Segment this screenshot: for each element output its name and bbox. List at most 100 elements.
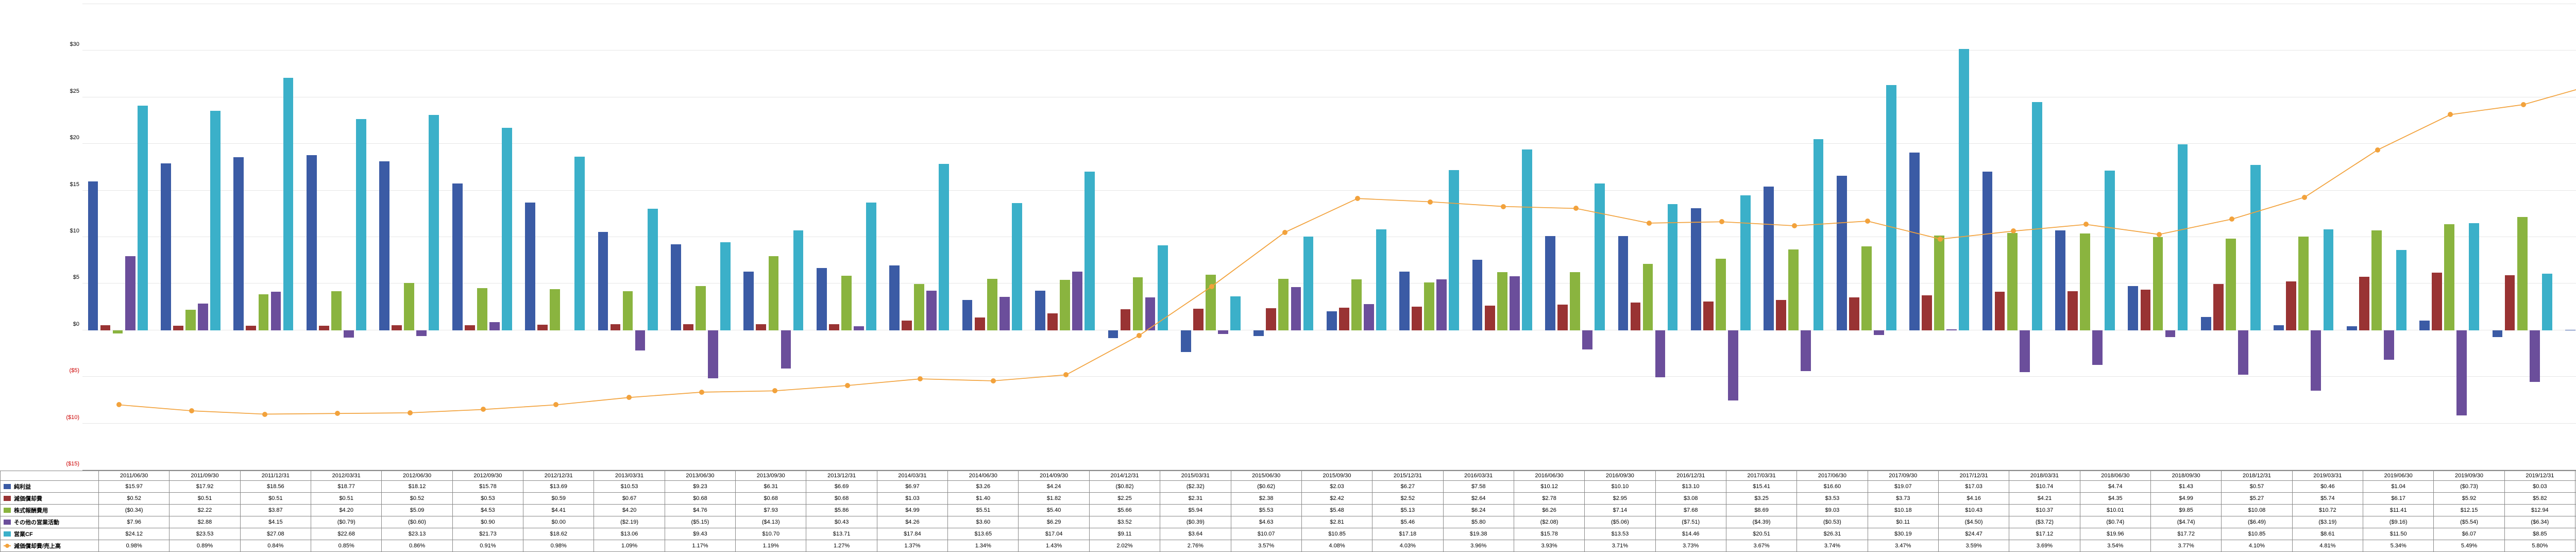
period-header: 2016/06/30 [1514, 471, 1584, 481]
data-cell: $5.48 [1301, 505, 1372, 516]
data-cell: 3.57% [1231, 540, 1301, 552]
data-cell: ($7.51) [1655, 516, 1726, 528]
data-cell: $2.31 [1160, 493, 1231, 505]
period-header: 2011/06/30 [99, 471, 170, 481]
data-cell: ($2.19) [594, 516, 665, 528]
data-cell: $0.11 [1868, 516, 1938, 528]
data-cell: ($2.32) [1160, 481, 1231, 493]
data-cell: $10.43 [1938, 505, 2009, 516]
data-cell: ($0.53) [1797, 516, 1868, 528]
period-header: 2017/12/31 [1938, 471, 2009, 481]
data-cell: $17.12 [2009, 528, 2080, 540]
period-header: 2013/09/30 [736, 471, 806, 481]
data-cell: 0.98% [523, 540, 594, 552]
data-cell: $6.27 [1372, 481, 1443, 493]
period-header: 2019/09/30 [2434, 471, 2504, 481]
data-cell: $3.08 [1655, 493, 1726, 505]
period-header: 2018/12/31 [2222, 471, 2292, 481]
legend-swatch [4, 484, 11, 489]
data-cell: $5.82 [2504, 493, 2575, 505]
data-cell: $26.31 [1797, 528, 1868, 540]
data-cell: $5.53 [1231, 505, 1301, 516]
data-cell: $2.42 [1301, 493, 1372, 505]
data-cell: $1.03 [877, 493, 947, 505]
chart-plot-area: (単位：百万USD) ($15)($10)($5)$0$5$10$15$20$2… [82, 4, 2576, 471]
period-header: 2018/09/30 [2150, 471, 2221, 481]
data-cell: $0.52 [382, 493, 452, 505]
data-cell: 5.34% [2363, 540, 2434, 552]
period-header: 2011/12/31 [240, 471, 311, 481]
data-cell: $4.63 [1231, 516, 1301, 528]
data-cell: 3.96% [1443, 540, 1514, 552]
data-cell: $1.82 [1019, 493, 1089, 505]
data-cell: $18.62 [523, 528, 594, 540]
data-cell: $0.52 [99, 493, 170, 505]
data-cell: $2.25 [1089, 493, 1160, 505]
data-cell: 3.77% [2150, 540, 2221, 552]
data-cell: $10.70 [736, 528, 806, 540]
data-cell: 3.54% [2080, 540, 2150, 552]
data-cell: 3.74% [1797, 540, 1868, 552]
data-cell: $8.61 [2292, 528, 2363, 540]
data-cell: ($4.50) [1938, 516, 2009, 528]
data-cell: $8.85 [2504, 528, 2575, 540]
data-cell: 2.02% [1089, 540, 1160, 552]
data-cell: $3.60 [948, 516, 1019, 528]
period-header: 2016/03/31 [1443, 471, 1514, 481]
data-cell: $9.23 [665, 481, 735, 493]
y-left-tick: ($10) [62, 414, 79, 421]
data-cell: 1.34% [948, 540, 1019, 552]
data-cell: $1.40 [948, 493, 1019, 505]
data-cell: $15.78 [1514, 528, 1584, 540]
data-cell: $9.03 [1797, 505, 1868, 516]
data-cell: $3.73 [1868, 493, 1938, 505]
row-label: その他の営業活動 [14, 520, 59, 526]
data-table: 2011/06/302011/09/302011/12/312012/03/31… [0, 471, 2576, 552]
legend-swatch [4, 496, 11, 501]
data-cell: $6.26 [1514, 505, 1584, 516]
financial-chart-with-table: (単位：百万USD) ($15)($10)($5)$0$5$10$15$20$2… [0, 0, 2576, 552]
period-header: 2013/06/30 [665, 471, 735, 481]
data-cell: $10.18 [1868, 505, 1938, 516]
data-cell: $0.68 [736, 493, 806, 505]
data-cell: $14.46 [1655, 528, 1726, 540]
data-cell: $2.95 [1585, 493, 1655, 505]
data-cell: $13.10 [1655, 481, 1726, 493]
data-cell: ($4.13) [736, 516, 806, 528]
data-cell: $10.85 [2222, 528, 2292, 540]
period-header: 2017/06/30 [1797, 471, 1868, 481]
data-cell: $11.41 [2363, 505, 2434, 516]
period-header: 2013/03/31 [594, 471, 665, 481]
data-cell: $13.69 [523, 481, 594, 493]
data-cell: $10.10 [1585, 481, 1655, 493]
data-cell: 1.43% [1019, 540, 1089, 552]
data-cell: $18.12 [382, 481, 452, 493]
period-header: 2016/09/30 [1585, 471, 1655, 481]
data-cell: $19.07 [1868, 481, 1938, 493]
data-cell: $17.04 [1019, 528, 1089, 540]
data-cell: $4.26 [877, 516, 947, 528]
data-cell: $5.09 [382, 505, 452, 516]
data-cell: $15.97 [99, 481, 170, 493]
data-cell: $5.46 [1372, 516, 1443, 528]
data-cell: $16.60 [1797, 481, 1868, 493]
data-cell: 3.47% [1868, 540, 1938, 552]
y-left-tick: $30 [62, 41, 79, 47]
y-left-tick: ($15) [62, 461, 79, 467]
row-header-stock_comp: 株式報酬費用 [1, 505, 99, 516]
data-cell: $10.08 [2222, 505, 2292, 516]
data-cell: $10.85 [1301, 528, 1372, 540]
table-row: 営業CF$24.12$23.53$27.08$22.68$23.13$21.73… [1, 528, 2576, 540]
data-cell: ($5.06) [1585, 516, 1655, 528]
data-cell: $3.64 [1160, 528, 1231, 540]
data-cell: $4.20 [594, 505, 665, 516]
data-cell: $0.68 [665, 493, 735, 505]
data-cell: $5.86 [806, 505, 877, 516]
row-label: 減価償却費/売上高 [14, 543, 61, 549]
data-cell: ($4.39) [1726, 516, 1797, 528]
data-cell: 3.71% [1585, 540, 1655, 552]
row-header-op_cf: 営業CF [1, 528, 99, 540]
data-cell: 0.98% [99, 540, 170, 552]
data-cell: $13.06 [594, 528, 665, 540]
data-cell: $6.69 [806, 481, 877, 493]
